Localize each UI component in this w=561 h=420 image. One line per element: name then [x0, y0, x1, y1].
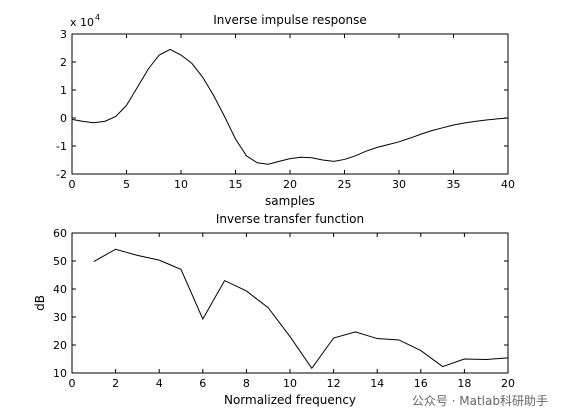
x-tick-label: 30	[392, 178, 406, 191]
transfer-function-line	[93, 248, 509, 370]
x-tick-label: 6	[199, 377, 206, 390]
transfer-plot-axes-box	[71, 232, 509, 374]
y-tick-label: 20	[53, 339, 67, 352]
impulse-y-exponent-label: x 10	[70, 16, 94, 29]
y-tick-label: -1	[56, 140, 67, 153]
x-tick-label: 20	[501, 377, 515, 390]
watermark-text: 公众号 · Matlab科研助手	[412, 394, 548, 408]
impulse-ticks: 0 5 10 15 20 25 30 35 40 -2 -1 0 1 2 3	[56, 28, 515, 191]
y-tick-label: 10	[53, 367, 67, 380]
y-tick-label: 2	[60, 56, 67, 69]
impulse-y-exponent-power: 4	[95, 13, 100, 22]
transfer-y-axis-label: dB	[33, 295, 47, 311]
x-tick-label: 10	[283, 377, 297, 390]
transfer-ticks: 0 2 4 6 8 10 12 14 16 18 20 10 20 30 40 50 60	[53, 227, 515, 390]
x-tick-label: 10	[174, 178, 188, 191]
impulse-x-axis-label: samples	[265, 194, 315, 208]
impulse-plot-title: Inverse impulse response	[213, 13, 367, 27]
x-tick-label: 15	[229, 178, 243, 191]
x-tick-label: 4	[156, 377, 163, 390]
x-tick-label: 0	[69, 377, 76, 390]
y-tick-label: 0	[60, 112, 67, 125]
y-tick-label: 60	[53, 227, 67, 240]
x-tick-label: 12	[327, 377, 341, 390]
x-tick-label: 16	[414, 377, 428, 390]
x-tick-label: 14	[370, 377, 384, 390]
impulse-y-exponent: x 10 4	[70, 13, 100, 29]
x-tick-label: 20	[283, 178, 297, 191]
y-tick-label: 1	[60, 84, 67, 97]
x-tick-label: 25	[338, 178, 352, 191]
x-tick-label: 35	[447, 178, 461, 191]
transfer-x-axis-label: Normalized frequency	[224, 393, 356, 407]
x-tick-label: 2	[112, 377, 119, 390]
transfer-plot-title: Inverse transfer function	[216, 212, 364, 226]
y-tick-label: 50	[53, 255, 67, 268]
impulse-response-plot: Inverse impulse response x 10 4 0 5 10 15 20…	[56, 13, 515, 208]
x-tick-label: 40	[501, 178, 515, 191]
y-tick-label: 30	[53, 311, 67, 324]
x-tick-label: 0	[69, 178, 76, 191]
x-tick-label: 8	[243, 377, 250, 390]
x-tick-label: 5	[123, 178, 130, 191]
impulse-plot-axes-box	[71, 33, 509, 175]
y-tick-label: 3	[60, 28, 67, 41]
impulse-response-line	[71, 48, 509, 165]
y-tick-label: -2	[56, 168, 67, 181]
x-tick-label: 18	[457, 377, 471, 390]
transfer-function-plot: Inverse transfer function 0 2 4 6 8 10 12 14 16 1…	[33, 212, 515, 407]
y-tick-label: 40	[53, 283, 67, 296]
